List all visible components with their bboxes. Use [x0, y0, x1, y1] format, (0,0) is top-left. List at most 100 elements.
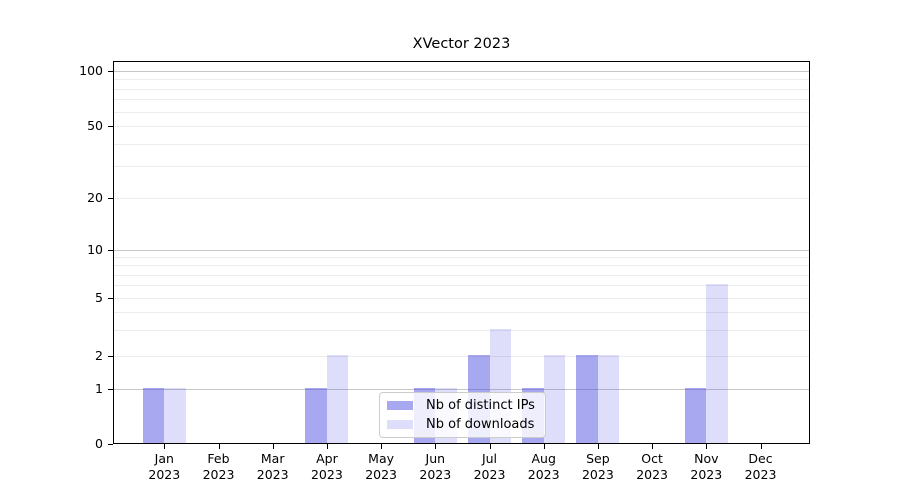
x-tick-mark-nov: [706, 444, 708, 449]
y-tick-mark-10: [108, 250, 113, 251]
gridline-y-10: [114, 250, 809, 251]
legend-item-downloads: Nb of downloads: [387, 417, 537, 433]
x-tick-label-may: May 2023: [339, 451, 423, 482]
x-tick-mark-apr: [326, 444, 328, 449]
x-tick-year: 2023: [636, 466, 668, 482]
x-tick-month: Dec: [748, 451, 773, 466]
gridline-y-30: [114, 166, 809, 168]
gridline-y-40: [114, 143, 809, 145]
x-tick-month: Apr: [316, 451, 338, 466]
x-tick-mark-feb: [218, 444, 220, 449]
x-tick-label-sep: Sep 2023: [556, 451, 640, 482]
gridline-y-8: [114, 265, 809, 267]
x-tick-label-jan: Jan 2023: [122, 451, 206, 482]
gridline-y-3: [114, 330, 809, 332]
x-tick-month: May: [368, 451, 395, 466]
y-tick-mark-2: [108, 356, 113, 357]
chart-title: XVector 2023: [412, 36, 511, 52]
x-tick-mark-dec: [760, 444, 762, 449]
x-tick-month: Sep: [586, 451, 610, 466]
x-tick-year: 2023: [310, 466, 343, 482]
x-tick-year: 2023: [744, 466, 777, 482]
bar-distinct-ips-jan: [142, 388, 165, 443]
legend-swatch-distinct-ips: [387, 401, 413, 410]
y-tick-mark-5: [108, 298, 113, 299]
y-tick-label-1: 1: [95, 381, 103, 396]
y-tick-label-0: 0: [95, 436, 103, 451]
gridline-y-90: [114, 79, 809, 81]
plot-area: Nb of distinct IPs Nb of downloads: [113, 61, 810, 444]
gridline-y-50: [114, 126, 809, 127]
bar-distinct-ips-apr: [305, 388, 327, 443]
x-tick-label-nov: Nov 2023: [664, 451, 748, 482]
x-tick-mark-mar: [272, 444, 274, 449]
x-tick-month: Oct: [641, 451, 663, 466]
x-tick-mark-jun: [435, 444, 437, 449]
x-tick-year: 2023: [690, 466, 723, 482]
bar-distinct-ips-nov: [684, 388, 707, 443]
legend-label-distinct-ips: Nb of distinct IPs: [426, 397, 535, 413]
bar-downloads-aug: [543, 355, 566, 443]
y-tick-mark-1: [108, 389, 113, 390]
y-tick-label-20: 20: [87, 190, 103, 205]
y-tick-mark-50: [108, 126, 113, 127]
y-tick-mark-0: [108, 444, 113, 445]
x-tick-year: 2023: [527, 466, 560, 482]
y-tick-label-2: 2: [95, 348, 103, 363]
y-tick-mark-100: [108, 71, 113, 72]
x-tick-label-jun: Jun 2023: [393, 451, 477, 482]
bar-downloads-apr: [326, 355, 349, 443]
x-tick-label-mar: Mar 2023: [231, 451, 315, 482]
bar-downloads-sep: [597, 355, 620, 443]
x-tick-month: Jun: [425, 451, 446, 466]
x-tick-year: 2023: [256, 466, 289, 482]
x-tick-year: 2023: [148, 466, 181, 482]
x-tick-month: Nov: [694, 451, 719, 466]
gridline-y-80: [114, 88, 809, 90]
x-tick-label-apr: Apr 2023: [285, 451, 369, 482]
x-tick-year: 2023: [202, 466, 235, 482]
x-tick-year: 2023: [473, 466, 506, 482]
x-tick-mark-sep: [597, 444, 599, 449]
y-tick-label-50: 50: [87, 118, 103, 133]
bar-downloads-nov: [706, 284, 728, 443]
x-tick-label-jul: Jul 2023: [448, 451, 532, 482]
x-tick-mark-oct: [652, 444, 654, 449]
gridline-y-7: [114, 274, 809, 276]
legend-swatch-downloads: [387, 420, 413, 429]
x-tick-mark-may: [381, 444, 383, 449]
x-tick-mark-jul: [489, 444, 491, 449]
x-tick-month: Jul: [481, 451, 498, 466]
gridline-y-6: [114, 285, 809, 287]
bar-distinct-ips-sep: [576, 355, 598, 443]
gridline-y-9: [114, 257, 809, 259]
y-tick-label-5: 5: [95, 290, 103, 305]
x-tick-month: Aug: [531, 451, 556, 466]
gridline-y-1: [114, 389, 809, 390]
x-tick-year: 2023: [365, 466, 397, 482]
gridline-y-5: [114, 298, 809, 299]
gridline-y-60: [114, 111, 809, 113]
x-tick-month: Jan: [154, 451, 174, 466]
x-tick-year: 2023: [581, 466, 614, 482]
legend: Nb of distinct IPs Nb of downloads: [379, 392, 546, 438]
bar-downloads-jan: [164, 388, 186, 443]
x-tick-year: 2023: [419, 466, 452, 482]
gridline-y-4: [114, 312, 809, 314]
x-tick-label-aug: Aug 2023: [502, 451, 586, 482]
y-tick-mark-20: [108, 198, 113, 199]
y-tick-label-10: 10: [87, 242, 103, 257]
x-tick-month: Feb: [207, 451, 230, 466]
gridline-y-20: [114, 198, 809, 199]
x-tick-mark-aug: [543, 444, 545, 449]
legend-label-downloads: Nb of downloads: [426, 416, 535, 432]
x-tick-label-dec: Dec 2023: [719, 451, 803, 482]
gridline-y-100: [114, 71, 809, 72]
x-tick-month: Mar: [260, 451, 285, 466]
gridline-y-2: [114, 356, 809, 357]
gridline-y-70: [114, 99, 809, 101]
legend-item-distinct-ips: Nb of distinct IPs: [387, 398, 537, 414]
x-tick-label-oct: Oct 2023: [610, 451, 694, 482]
y-tick-label-100: 100: [79, 63, 103, 78]
